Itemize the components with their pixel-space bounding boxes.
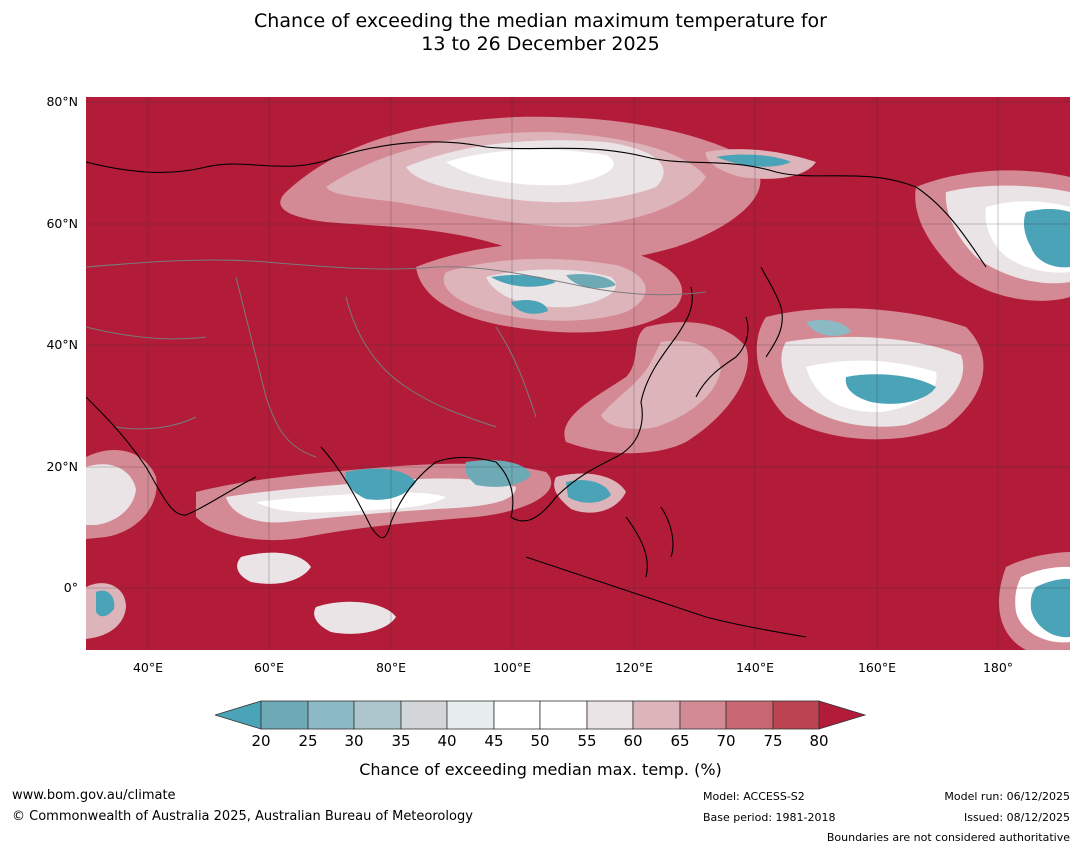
lat-label-60n: 60°N [46, 216, 78, 231]
colorbar-bin-75-80 [772, 700, 820, 730]
colorbar-extend-high [818, 700, 867, 730]
boundaries-disclaimer: Boundaries are not considered authoritat… [826, 831, 1070, 844]
base-period: Base period: 1981-2018 [703, 811, 836, 824]
colorbar-tick-60: 60 [623, 732, 643, 750]
colorbar-tick-65: 65 [670, 732, 690, 750]
colorbar-bin-45-50 [493, 700, 541, 730]
colorbar-label: Chance of exceeding median max. temp. (%… [359, 760, 722, 779]
lon-label-180: 180° [982, 660, 1014, 675]
colorbar-tick-30: 30 [344, 732, 364, 750]
arabia-neutral-zone [86, 449, 157, 539]
lon-label-40e: 40°E [132, 660, 164, 675]
colorbar-bin-50-55 [539, 700, 588, 730]
colorbar-bin-30-35 [353, 700, 402, 730]
colorbar-extend-low [215, 700, 262, 730]
title-line-2: 13 to 26 December 2025 [421, 33, 660, 55]
coastlines [86, 141, 987, 638]
colorbar-bin-60-65 [632, 700, 681, 730]
west-pacific-neutral-zone [564, 308, 984, 454]
colorbar-tick-50: 50 [530, 732, 550, 750]
colorbar-bin-25-30 [307, 700, 355, 730]
kamchatka-cool-zone [915, 170, 1070, 301]
lon-label-60e: 60°E [253, 660, 285, 675]
colorbar-bin-70-75 [725, 700, 774, 730]
colorbar-bin-40-45 [446, 700, 495, 730]
lon-label-100e: 100°E [492, 660, 531, 675]
map-canvas [86, 97, 1070, 650]
lon-label-160e: 160°E [857, 660, 896, 675]
colorbar-tick-70: 70 [716, 732, 736, 750]
colorbar-tick-25: 25 [298, 732, 318, 750]
indian-ocean-cool-zone [196, 460, 626, 634]
colorbar-bin-55-60 [586, 700, 634, 730]
lat-label-40n: 40°N [46, 337, 78, 352]
colorbar-tick-80: 80 [809, 732, 829, 750]
equatorial-pacific-cool-zone [998, 552, 1070, 650]
colorbar-tick-45: 45 [484, 732, 504, 750]
model-run-date: Model run: 06/12/2025 [944, 790, 1070, 803]
mongolia-neutral-zone [416, 243, 683, 333]
chart-title: Chance of exceeding the median maximum t… [0, 10, 1081, 56]
colorbar-bin-20-25 [260, 700, 309, 730]
lat-label-0: 0° [63, 580, 78, 595]
title-line-1: Chance of exceeding the median maximum t… [254, 10, 827, 32]
issued-date: Issued: 08/12/2025 [963, 811, 1070, 824]
lon-label-80e: 80°E [375, 660, 407, 675]
lat-label-20n: 20°N [46, 459, 78, 474]
graticule [86, 97, 1070, 650]
lon-label-140e: 140°E [735, 660, 774, 675]
colorbar-bin-65-70 [679, 700, 727, 730]
colorbar-tick-75: 75 [763, 732, 783, 750]
siberia-neutral-zone [280, 116, 816, 263]
colorbar-tick-55: 55 [577, 732, 597, 750]
colorbar [215, 700, 867, 730]
lon-label-120e: 120°E [614, 660, 653, 675]
colorbar-tick-35: 35 [391, 732, 411, 750]
country-boundaries [86, 259, 707, 458]
east-africa-neutral-zone [86, 583, 126, 639]
copyright-notice: © Commonwealth of Australia 2025, Austra… [12, 809, 473, 824]
website-link[interactable]: www.bom.gov.au/climate [12, 788, 176, 803]
lat-label-80n: 80°N [46, 94, 78, 109]
colorbar-tick-40: 40 [437, 732, 457, 750]
model-name: Model: ACCESS-S2 [703, 790, 805, 803]
probability-map[interactable] [86, 97, 1070, 650]
colorbar-bin-35-40 [400, 700, 448, 730]
colorbar-tick-20: 20 [251, 732, 271, 750]
